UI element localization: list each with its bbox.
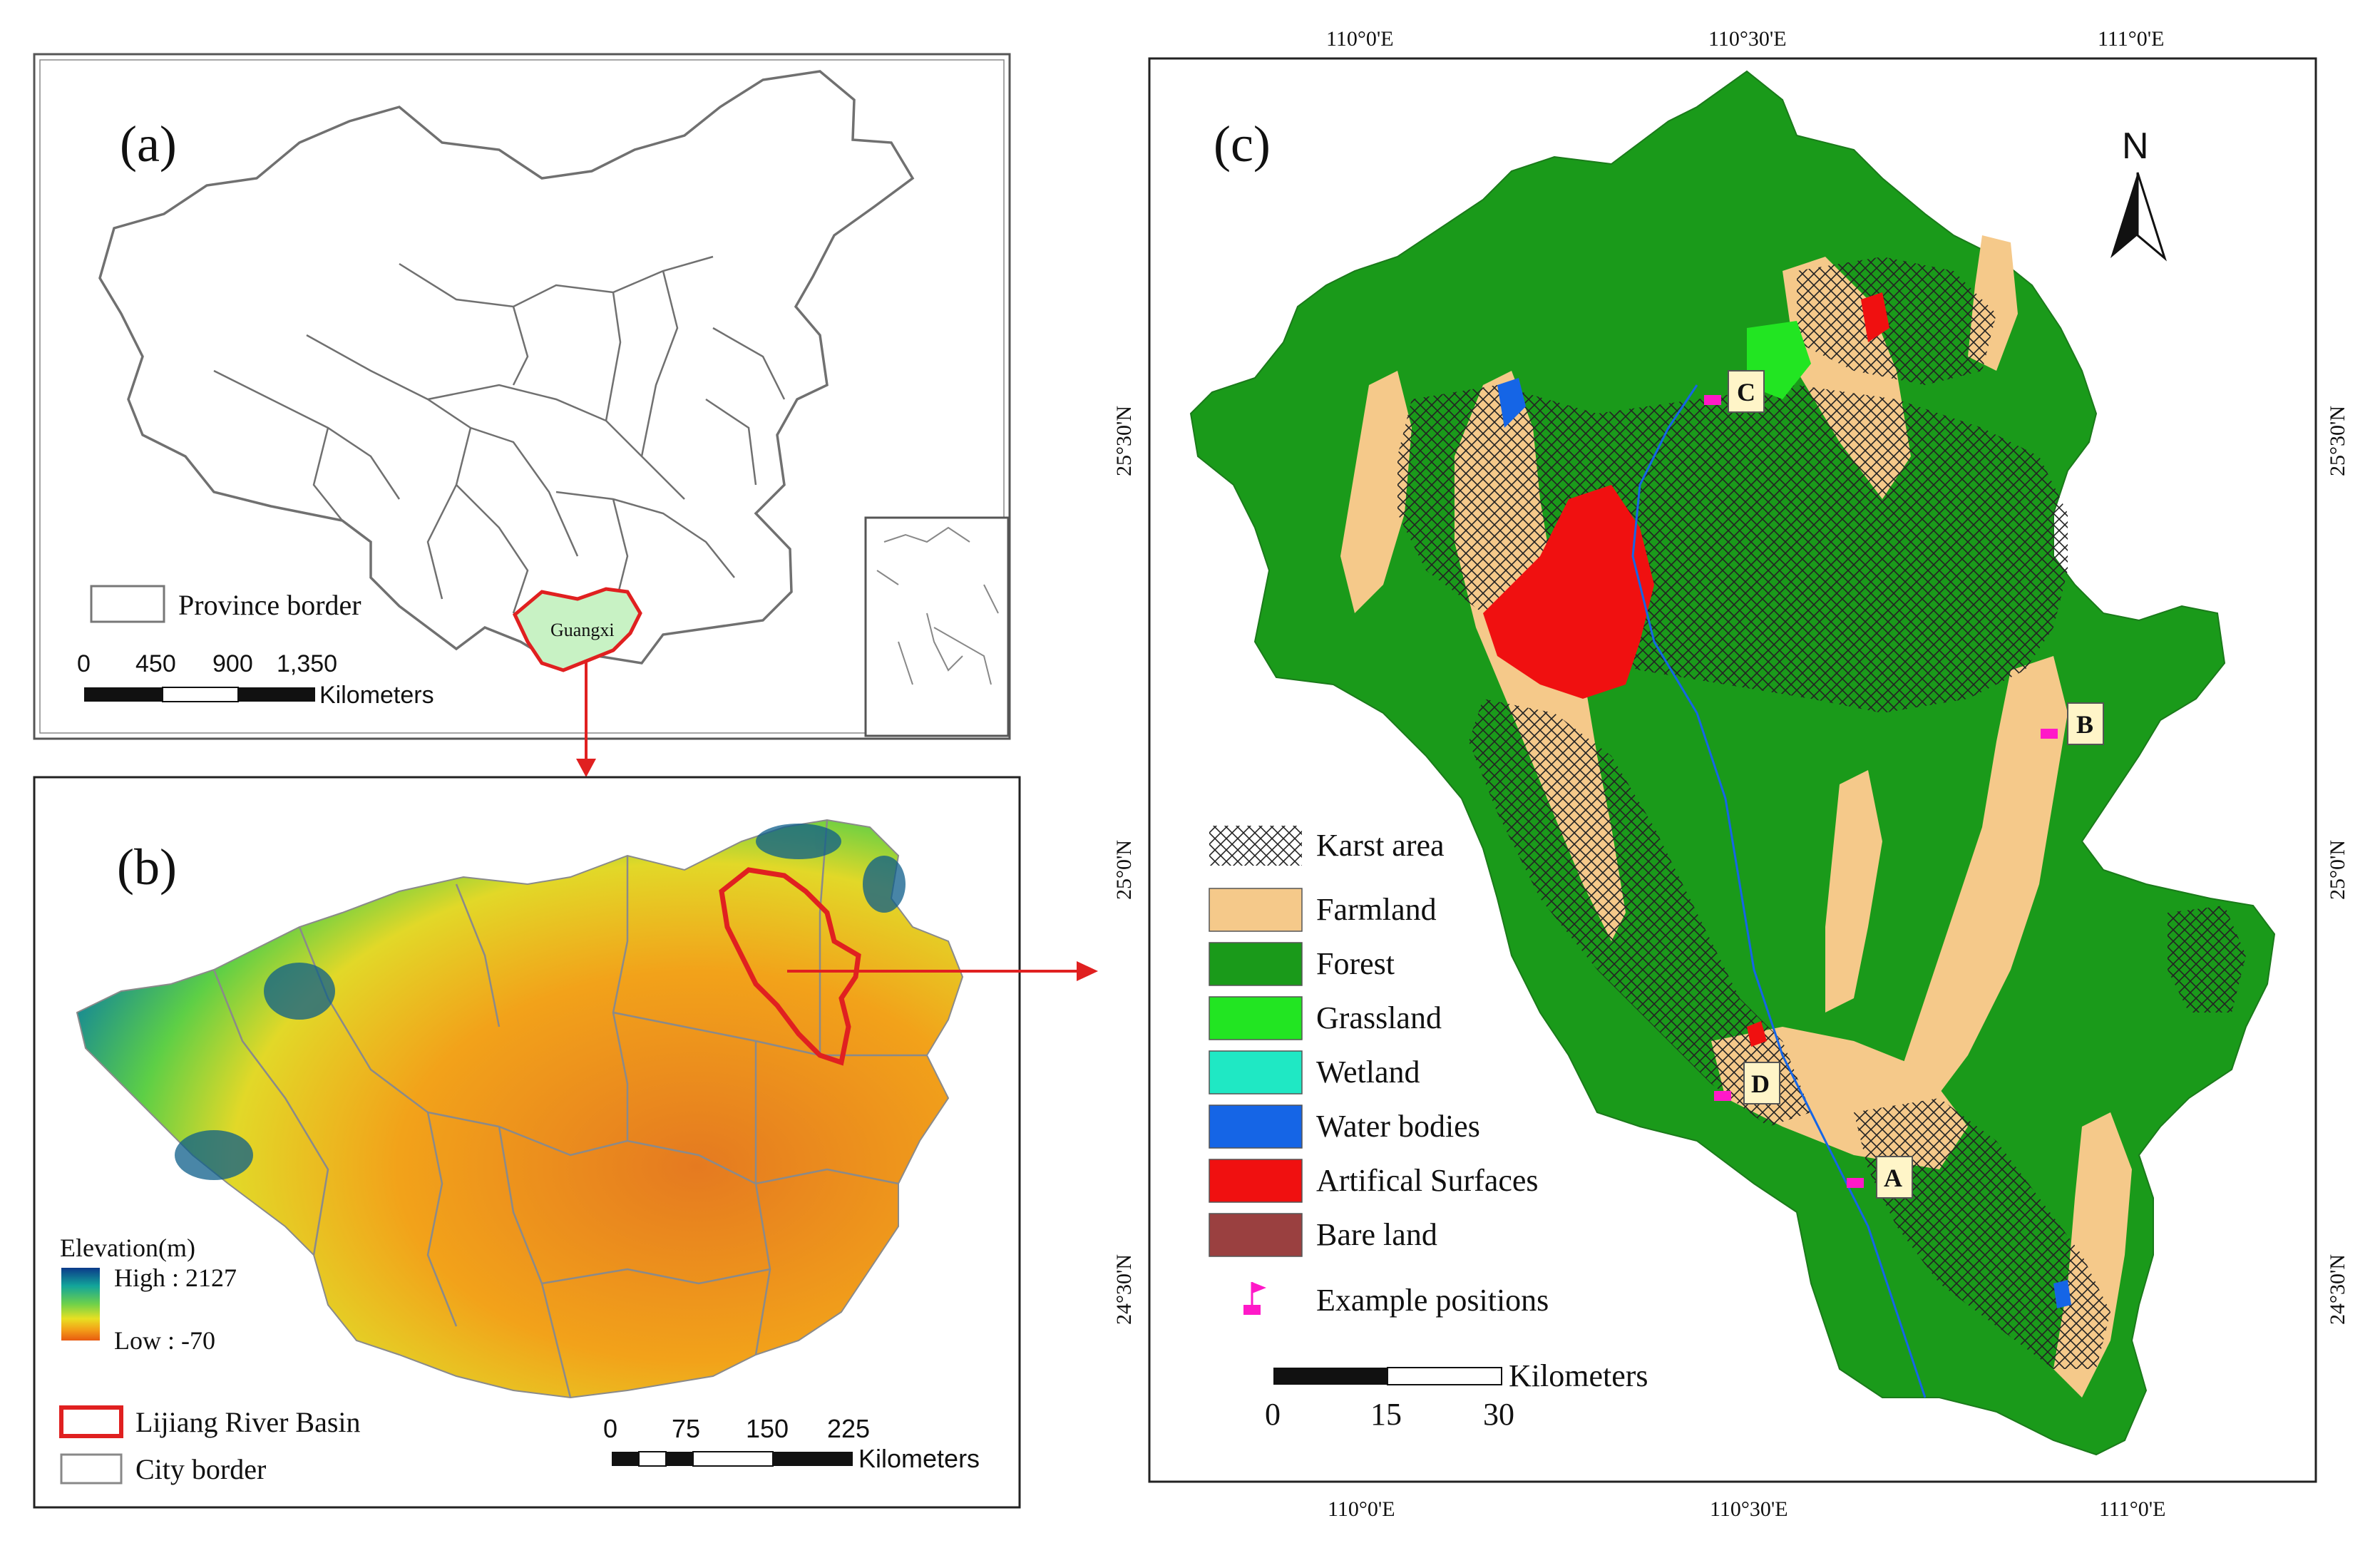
point-a-label: A (1884, 1164, 1902, 1192)
arrow-b-to-c-head (1077, 961, 1098, 981)
scale-b-tick-2: 150 (746, 1414, 789, 1443)
scale-a-tick-3: 1,350 (277, 650, 337, 677)
legend-wetland-label: Wetland (1316, 1055, 1420, 1090)
province-border-swatch (90, 585, 165, 623)
legend-water-swatch (1209, 1104, 1303, 1149)
elevation-low: Low : -70 (114, 1326, 215, 1355)
province-border-label: Province border (178, 589, 361, 621)
point-c-label: C (1737, 378, 1755, 406)
scale-c-tick-2: 30 (1483, 1397, 1514, 1432)
lijiang-basin-outline (719, 867, 861, 1066)
top-tick-2: 111°0'E (2098, 27, 2165, 51)
elevation-title: Elevation(m) (60, 1234, 195, 1262)
top-tick-0: 110°0'E (1326, 27, 1394, 51)
right-tick-1: 25°0'N (2326, 840, 2349, 900)
right-tick-0: 25°30'N (2326, 406, 2349, 476)
land-use-legend: Karst area Farmland Forest Grassland Wet… (1209, 826, 1549, 1318)
legend-bare-swatch (1209, 1213, 1303, 1257)
scale-bar-a: 0 450 900 1,350 Kilometers (77, 650, 434, 709)
example-position-a[interactable]: A (1847, 1156, 1913, 1199)
province-borders (213, 255, 786, 614)
water-bodies (1497, 378, 2071, 1308)
legend-wetland-swatch (1209, 1050, 1303, 1095)
panel-b: (b) Elevation(m) High : 2127 (33, 776, 1098, 1509)
inset-details (876, 526, 999, 685)
legend-water-label: Water bodies (1316, 1109, 1480, 1144)
scale-c-tick-0: 0 (1265, 1397, 1281, 1432)
city-border-label: City border (135, 1453, 266, 1485)
scale-a-tick-2: 900 (212, 650, 253, 677)
lijiang-basin-label: Lijiang River Basin (135, 1406, 361, 1438)
legend-forest-swatch (1209, 942, 1303, 986)
legend-artificial-label: Artifical Surfaces (1316, 1163, 1539, 1198)
scale-a-unit: Kilometers (319, 682, 434, 709)
scale-bar-c: Kilometers 0 15 30 (1265, 1358, 1648, 1432)
lijiang-basin-swatch (59, 1405, 123, 1438)
north-label: N (2122, 125, 2149, 167)
legend-farmland-label: Farmland (1316, 892, 1437, 927)
guangxi-province (512, 587, 642, 672)
left-tick-0: 25°30'N (1112, 406, 1136, 476)
legend-karst-label: Karst area (1316, 828, 1445, 863)
elevation-gradient-bar (61, 1268, 100, 1341)
china-outline (98, 70, 915, 665)
legend-flag-icon (1243, 1282, 1266, 1315)
point-d-label: D (1751, 1070, 1770, 1098)
scale-b-tick-1: 75 (672, 1414, 700, 1443)
scale-b-tick-3: 225 (827, 1414, 870, 1443)
left-tick-1: 25°0'N (1112, 840, 1136, 900)
south-china-sea-inset (864, 516, 1010, 737)
bottom-tick-0: 110°0'E (1328, 1497, 1395, 1521)
bottom-tick-2: 111°0'E (2099, 1497, 2166, 1521)
scale-b-tick-0: 0 (603, 1414, 617, 1443)
panel-a-inner-frame (39, 59, 1005, 734)
guangxi-label: Guangxi (550, 620, 615, 640)
legend-bare-label: Bare land (1316, 1217, 1437, 1252)
panel-b-label: (b) (117, 839, 177, 896)
elevation-high: High : 2127 (114, 1263, 237, 1292)
scale-a-tick-0: 0 (77, 650, 91, 677)
panel-a: (a) Guangxi (33, 53, 1011, 777)
example-position-b[interactable]: B (2041, 702, 2104, 745)
legend-karst-swatch (1209, 826, 1302, 866)
scale-a-tick-1: 450 (135, 650, 176, 677)
legend-forest-label: Forest (1316, 946, 1395, 981)
top-tick-1: 110°30'E (1708, 27, 1787, 51)
artificial-surfaces (1483, 292, 1889, 1047)
legend-example-label: Example positions (1316, 1283, 1549, 1318)
example-position-d[interactable]: D (1714, 1062, 1780, 1104)
legend-grassland-swatch (1209, 996, 1303, 1040)
city-border-swatch (60, 1453, 123, 1485)
river (1631, 384, 1927, 1398)
land-use-map (1189, 70, 2276, 1456)
bottom-tick-1: 110°30'E (1710, 1497, 1788, 1521)
north-arrow: N (2110, 125, 2167, 262)
high-elevation-areas (175, 824, 906, 1180)
scale-c-tick-1: 15 (1370, 1397, 1402, 1432)
panel-c: 110°0'E 110°30'E 111°0'E 110°0'E 110°30'… (1112, 27, 2349, 1521)
point-b-label: B (2076, 710, 2093, 739)
example-position-c[interactable]: C (1704, 370, 1765, 413)
panel-c-label: (c) (1214, 116, 1271, 173)
legend-farmland-swatch (1209, 888, 1303, 932)
panel-a-label: (a) (120, 116, 177, 173)
right-tick-2: 24°30'N (2326, 1254, 2349, 1325)
scale-c-unit: Kilometers (1509, 1358, 1648, 1393)
legend-grassland-label: Grassland (1316, 1000, 1442, 1035)
scale-bar-b: 0 75 150 225 Kilometers (603, 1414, 980, 1473)
arrow-a-to-b-head (576, 759, 596, 777)
city-borders (212, 819, 927, 1398)
legend-artificial-swatch (1209, 1159, 1303, 1203)
left-tick-2: 24°30'N (1112, 1254, 1136, 1325)
scale-b-unit: Kilometers (858, 1444, 980, 1473)
